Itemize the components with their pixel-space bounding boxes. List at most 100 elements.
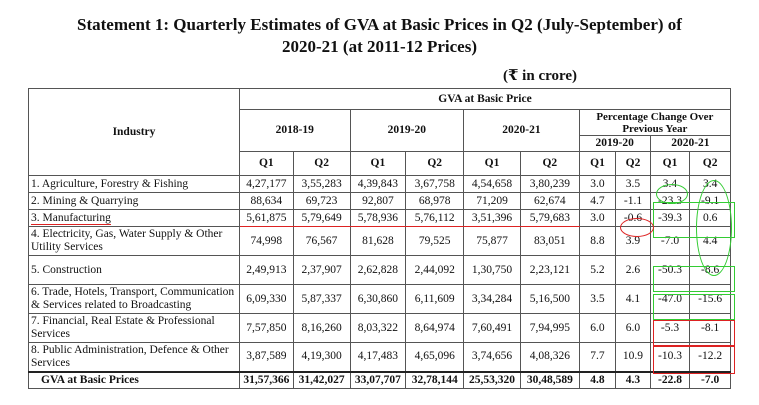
table-row: 8. Public Administration, Defence & Othe… bbox=[28, 342, 731, 372]
industry-name: 5. Construction bbox=[28, 255, 240, 285]
value-cell: 8,64,974 bbox=[405, 313, 465, 343]
value-cell: 6,30,860 bbox=[349, 284, 407, 314]
value-cell: 68,978 bbox=[405, 192, 465, 210]
value-cell: 83,051 bbox=[519, 226, 580, 256]
industry-name: 3. Manufacturing bbox=[28, 209, 240, 227]
pct-cell: -7.0 bbox=[649, 226, 691, 256]
industry-name: 7. Financial, Real Estate & Professional… bbox=[28, 313, 240, 343]
header-year-2019-20: 2019-20 bbox=[349, 109, 465, 152]
pct-cell: 4.1 bbox=[615, 284, 651, 314]
value-cell: 2,49,913 bbox=[238, 255, 294, 285]
pct-cell: -1.1 bbox=[615, 192, 651, 210]
pct-cell: 3.4 bbox=[689, 175, 731, 193]
value-cell: 4,27,177 bbox=[238, 175, 294, 193]
header-q2: Q2 bbox=[405, 151, 465, 176]
pct-cell: 8.8 bbox=[578, 226, 617, 256]
pct-cell: 3.5 bbox=[578, 284, 617, 314]
value-cell: 2,62,828 bbox=[349, 255, 407, 285]
value-cell: 3,74,656 bbox=[463, 342, 521, 372]
pct-cell: 3.0 bbox=[578, 175, 617, 193]
value-cell: 5,87,337 bbox=[292, 284, 351, 314]
value-cell: 4,17,483 bbox=[349, 342, 407, 372]
table-row: 1. Agriculture, Forestry & Fishing 4,27,… bbox=[28, 175, 731, 193]
gva-table: Industry GVA at Basic Price 2018-19 2019… bbox=[28, 88, 732, 389]
pct-cell: -15.6 bbox=[689, 284, 731, 314]
value-cell: 2,23,121 bbox=[519, 255, 580, 285]
value-cell: 2,37,907 bbox=[292, 255, 351, 285]
value-cell: 75,877 bbox=[463, 226, 521, 256]
statement-title: Statement 1: Quarterly Estimates of GVA … bbox=[0, 14, 759, 58]
value-cell: 8,16,260 bbox=[292, 313, 351, 343]
value-cell: 4,19,300 bbox=[292, 342, 351, 372]
header-pct-change: Percentage Change Over Previous Year bbox=[578, 109, 732, 136]
table-row: 4. Electricity, Gas, Water Supply & Othe… bbox=[28, 226, 731, 256]
value-cell: 25,53,320 bbox=[463, 370, 521, 389]
value-cell: 92,807 bbox=[349, 192, 407, 210]
value-cell: 1,30,750 bbox=[463, 255, 521, 285]
table-row: 6. Trade, Hotels, Transport, Communicati… bbox=[28, 284, 731, 314]
header-q2: Q2 bbox=[689, 151, 731, 176]
value-cell: 81,628 bbox=[349, 226, 407, 256]
value-cell: 74,998 bbox=[238, 226, 294, 256]
pct-cell: 0.6 bbox=[689, 209, 731, 227]
manufacturing-underline: 3. Manufacturing bbox=[31, 211, 111, 225]
header-q2: Q2 bbox=[292, 151, 351, 176]
pct-cell: -23.3 bbox=[649, 192, 691, 210]
value-cell: 4,39,843 bbox=[349, 175, 407, 193]
pct-cell: -22.8 bbox=[649, 370, 691, 389]
header-q1: Q1 bbox=[463, 151, 521, 176]
header-gva: GVA at Basic Price bbox=[238, 88, 732, 110]
pct-cell: -0.6 bbox=[615, 209, 651, 227]
pct-cell: 2.6 bbox=[615, 255, 651, 285]
value-cell: 88,634 bbox=[238, 192, 294, 210]
header-pct-2019-20: 2019-20 bbox=[578, 135, 651, 152]
pct-cell: -8.6 bbox=[689, 255, 731, 285]
value-cell: 2,44,092 bbox=[405, 255, 465, 285]
industry-name: GVA at Basic Prices bbox=[28, 370, 240, 389]
value-cell: 5,78,936 bbox=[349, 209, 407, 227]
title-line-2: 2020-21 (at 2011-12 Prices) bbox=[282, 37, 477, 56]
pct-cell: 3.9 bbox=[615, 226, 651, 256]
value-cell: 5,79,683 bbox=[519, 209, 580, 227]
value-cell: 33,07,707 bbox=[349, 370, 407, 389]
pct-cell: -50.3 bbox=[649, 255, 691, 285]
value-cell: 79,525 bbox=[405, 226, 465, 256]
table-row: 7. Financial, Real Estate & Professional… bbox=[28, 313, 731, 343]
value-cell: 3,34,284 bbox=[463, 284, 521, 314]
header-q1: Q1 bbox=[649, 151, 691, 176]
pct-cell: 7.7 bbox=[578, 342, 617, 372]
table-row: 5. Construction 2,49,913 2,37,907 2,62,8… bbox=[28, 255, 731, 285]
pct-cell: 4.8 bbox=[578, 370, 617, 389]
value-cell: 31,57,366 bbox=[238, 370, 294, 389]
value-cell: 3,87,589 bbox=[238, 342, 294, 372]
pct-cell: 6.0 bbox=[578, 313, 617, 343]
value-cell: 62,674 bbox=[519, 192, 580, 210]
header-q1: Q1 bbox=[238, 151, 294, 176]
pct-cell: -12.2 bbox=[689, 342, 731, 372]
value-cell: 4,08,326 bbox=[519, 342, 580, 372]
title-line-1: Statement 1: Quarterly Estimates of GVA … bbox=[77, 15, 682, 34]
pct-cell: -5.3 bbox=[649, 313, 691, 343]
industry-name: 2. Mining & Quarrying bbox=[28, 192, 240, 210]
header-year-2020-21: 2020-21 bbox=[463, 109, 580, 152]
header-q1: Q1 bbox=[349, 151, 407, 176]
table-row: 3. Manufacturing 5,61,875 5,79,649 5,78,… bbox=[28, 209, 731, 227]
industry-name: 8. Public Administration, Defence & Othe… bbox=[28, 342, 240, 372]
pct-cell: 4.3 bbox=[615, 370, 651, 389]
pct-cell: -7.0 bbox=[689, 370, 731, 389]
pct-cell: -47.0 bbox=[649, 284, 691, 314]
value-cell: 31,42,027 bbox=[292, 370, 351, 389]
pct-cell: -39.3 bbox=[649, 209, 691, 227]
value-cell: 4,54,658 bbox=[463, 175, 521, 193]
value-cell: 5,76,112 bbox=[405, 209, 465, 227]
value-cell: 3,67,758 bbox=[405, 175, 465, 193]
value-cell: 30,48,589 bbox=[519, 370, 580, 389]
pct-cell: 3.4 bbox=[649, 175, 691, 193]
header-q1: Q1 bbox=[578, 151, 617, 176]
value-cell: 32,78,144 bbox=[405, 370, 465, 389]
pct-cell: 4.4 bbox=[689, 226, 731, 256]
pct-cell: 10.9 bbox=[615, 342, 651, 372]
value-cell: 7,60,491 bbox=[463, 313, 521, 343]
value-cell: 3,55,283 bbox=[292, 175, 351, 193]
total-row: GVA at Basic Prices 31,57,366 31,42,027 … bbox=[28, 370, 731, 389]
